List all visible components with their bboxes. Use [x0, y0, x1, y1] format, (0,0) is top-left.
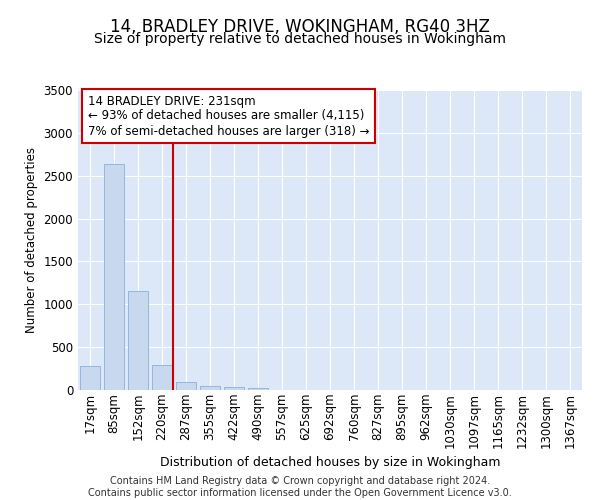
Bar [176, 382, 196, 390]
Bar [80, 366, 100, 390]
Bar [104, 164, 124, 390]
X-axis label: Distribution of detached houses by size in Wokingham: Distribution of detached houses by size … [160, 456, 500, 469]
Bar [152, 365, 172, 390]
Y-axis label: Number of detached properties: Number of detached properties [25, 147, 38, 333]
Bar [224, 388, 244, 390]
Text: 14, BRADLEY DRIVE, WOKINGHAM, RG40 3HZ: 14, BRADLEY DRIVE, WOKINGHAM, RG40 3HZ [110, 18, 490, 36]
Text: 14 BRADLEY DRIVE: 231sqm
← 93% of detached houses are smaller (4,115)
7% of semi: 14 BRADLEY DRIVE: 231sqm ← 93% of detach… [88, 94, 370, 138]
Bar [248, 388, 268, 390]
Bar [128, 292, 148, 390]
Text: Size of property relative to detached houses in Wokingham: Size of property relative to detached ho… [94, 32, 506, 46]
Text: Contains HM Land Registry data © Crown copyright and database right 2024.
Contai: Contains HM Land Registry data © Crown c… [88, 476, 512, 498]
Bar [200, 386, 220, 390]
